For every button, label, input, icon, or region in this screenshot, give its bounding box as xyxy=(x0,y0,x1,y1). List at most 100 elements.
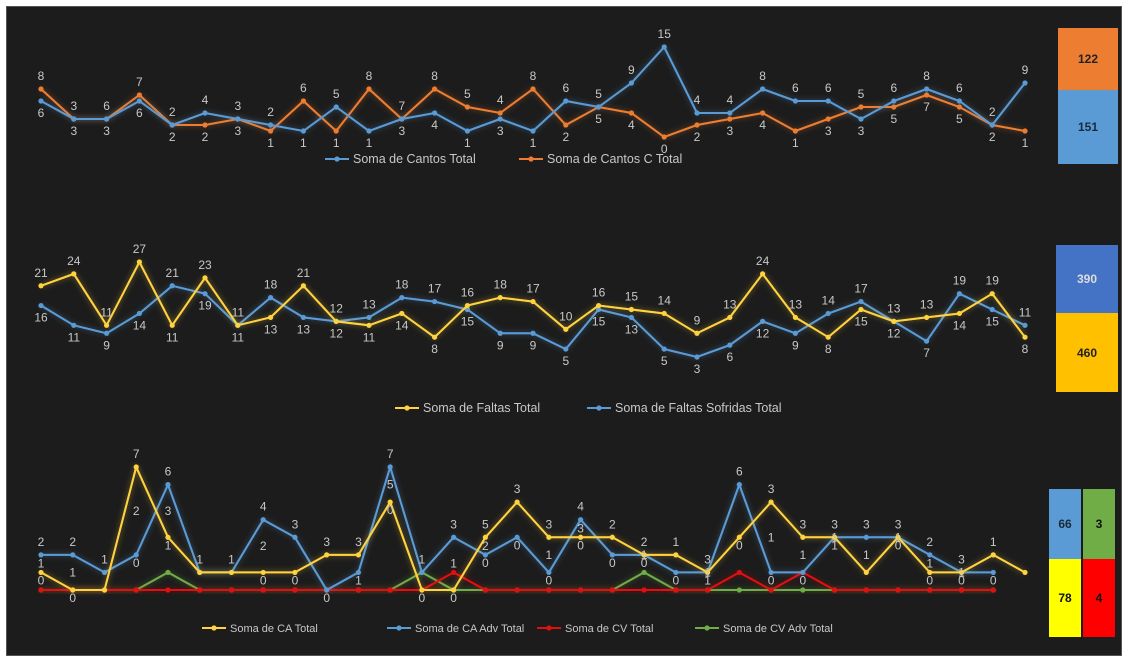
data-point xyxy=(760,271,766,277)
data-label: 5 xyxy=(661,354,668,368)
data-label: 14 xyxy=(133,318,147,332)
legend-label: Soma de CA Total xyxy=(230,623,318,635)
data-label: 0 xyxy=(387,503,394,517)
data-point xyxy=(136,98,142,104)
data-point xyxy=(38,86,44,92)
data-label: 16 xyxy=(34,311,48,325)
data-label: 12 xyxy=(756,326,770,340)
data-point xyxy=(989,122,995,128)
data-point xyxy=(333,128,339,134)
legend-marker xyxy=(546,625,552,631)
data-label: 6 xyxy=(792,81,799,95)
data-label: 9 xyxy=(497,338,504,352)
legend-item: Soma de Faltas Sofridas Total xyxy=(587,401,782,415)
data-label: 13 xyxy=(887,301,901,315)
data-point xyxy=(101,569,108,576)
data-label: 2 xyxy=(69,535,76,549)
legend-item: Soma de CV Total xyxy=(537,623,653,635)
data-point xyxy=(792,98,799,104)
data-point xyxy=(563,326,569,332)
data-label: 4 xyxy=(726,93,733,107)
cards-totals: 66 3 78 4 xyxy=(1049,489,1115,637)
data-label: 5 xyxy=(890,112,897,126)
data-label: 1 xyxy=(704,573,711,587)
legend-item: Soma de CA Total xyxy=(202,623,318,635)
data-label: 3 xyxy=(895,517,902,531)
data-label: 8 xyxy=(923,69,930,83)
data-point xyxy=(628,314,635,321)
data-label: 3 xyxy=(831,517,838,531)
legend-label: Soma de CV Total xyxy=(565,623,653,635)
data-label: 0 xyxy=(260,573,267,587)
data-point xyxy=(355,587,362,593)
data-label: 1 xyxy=(863,548,870,562)
data-point xyxy=(596,302,602,309)
legend-marker xyxy=(334,156,340,162)
data-point xyxy=(432,110,438,116)
data-label: 16 xyxy=(592,286,606,300)
data-point xyxy=(831,587,838,593)
data-point xyxy=(38,302,44,309)
fouls-totals: 390 460 xyxy=(1056,245,1118,392)
series-1-0 xyxy=(38,259,1028,340)
data-label: 2 xyxy=(609,517,616,531)
series-2-2 xyxy=(38,569,996,593)
data-label: 0 xyxy=(323,591,330,605)
data-label: 4 xyxy=(497,93,504,107)
data-label: 9 xyxy=(694,313,701,327)
data-point xyxy=(1022,80,1028,86)
data-point xyxy=(727,116,733,122)
data-point xyxy=(268,295,274,301)
data-point xyxy=(956,104,963,110)
data-point xyxy=(197,587,203,593)
data-label: 3 xyxy=(958,552,965,566)
data-label: 4 xyxy=(628,118,635,132)
data-label: 2 xyxy=(38,535,45,549)
data-label: 8 xyxy=(38,69,45,83)
data-label: 11 xyxy=(1019,305,1032,319)
data-point xyxy=(514,534,520,540)
data-point xyxy=(355,552,362,558)
data-point xyxy=(202,291,208,297)
data-point xyxy=(292,587,298,593)
data-label: 11 xyxy=(232,305,245,319)
data-label: 17 xyxy=(854,282,868,296)
data-point xyxy=(546,587,552,593)
data-point xyxy=(300,128,306,134)
data-point xyxy=(989,306,995,313)
data-label: 17 xyxy=(428,282,442,296)
cv-total-box: 4 xyxy=(1083,559,1115,637)
data-label: 1 xyxy=(450,557,457,571)
data-point xyxy=(432,334,438,340)
data-point xyxy=(1022,569,1028,576)
data-point xyxy=(235,116,241,122)
data-point xyxy=(136,310,142,317)
data-point xyxy=(366,128,372,134)
data-point xyxy=(399,310,405,317)
data-label: 3 xyxy=(726,124,733,138)
data-point xyxy=(497,330,503,336)
data-point xyxy=(366,314,372,321)
data-label: 1 xyxy=(333,136,340,150)
data-label: 0 xyxy=(609,556,616,570)
data-label: 19 xyxy=(953,274,967,288)
data-point xyxy=(71,271,77,277)
data-label: 13 xyxy=(264,322,278,336)
data-point xyxy=(71,322,77,328)
data-label: 6 xyxy=(300,81,307,95)
data-label: 15 xyxy=(854,315,868,329)
data-label: 6 xyxy=(136,106,143,120)
data-point xyxy=(366,322,372,328)
data-label: 6 xyxy=(825,81,832,95)
legend-label: Soma de Faltas Total xyxy=(423,401,540,415)
series-2-0 xyxy=(38,463,1028,593)
series-line xyxy=(41,571,994,591)
data-label: 12 xyxy=(330,301,344,315)
data-label: 0 xyxy=(133,556,140,570)
data-label: 0 xyxy=(799,573,806,587)
data-label: 11 xyxy=(68,330,81,344)
data-label: 3 xyxy=(514,482,521,496)
data-point xyxy=(736,481,742,488)
